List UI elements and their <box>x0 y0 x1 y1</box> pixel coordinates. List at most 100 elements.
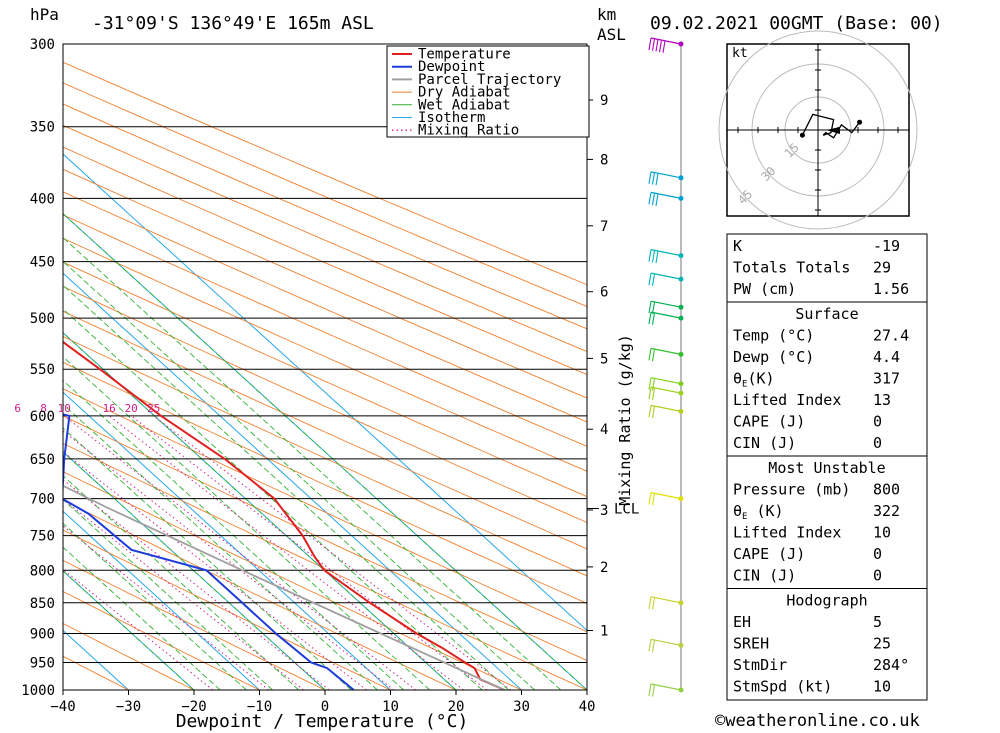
most-unstable-table-row-label: CAPE (J) <box>733 545 805 563</box>
pressure-tick-label: 450 <box>30 255 55 271</box>
wind-barb-flag <box>651 684 656 697</box>
km-tick-label: 9 <box>600 93 608 109</box>
wind-barb-flag <box>655 173 659 186</box>
mixing-ratio-line <box>63 568 214 690</box>
mixing-ratio-line <box>63 479 330 690</box>
wind-barb-flag <box>651 387 656 400</box>
wind-barb-flag <box>651 597 656 610</box>
hodograph-table-row-label: StmSpd (kt) <box>733 678 832 696</box>
wind-barb-flag <box>648 273 652 286</box>
surface-table-row: Dewp (°C) 4.4 <box>733 348 900 366</box>
plot-frame <box>62 43 588 691</box>
most-unstable-table-row-value: 322 <box>873 502 900 520</box>
axis-labels: 1234681016202530035040045050055060065070… <box>14 37 639 715</box>
mixing-ratio-label: 25 <box>147 402 160 415</box>
wind-barb-flag <box>648 171 652 184</box>
wind-barb <box>648 37 684 53</box>
wind-barb-flag <box>648 683 652 697</box>
hodograph-table-row: EH 5 <box>733 613 882 631</box>
dry-adiabat-line <box>63 285 587 523</box>
hodograph-table-box <box>726 588 928 701</box>
indices-table-row-value: 29 <box>873 259 891 277</box>
legend-box <box>386 45 590 138</box>
legend-entry: Temperature <box>418 47 511 63</box>
indices-table-box <box>726 233 928 303</box>
wind-barb-flag <box>651 38 656 51</box>
hodograph-table-row-value: 10 <box>873 678 891 696</box>
dry-adiabat-line <box>63 61 587 286</box>
surface-table-row-label: CAPE (J) <box>733 413 805 431</box>
surface-table-row-label: θE(K) <box>733 370 775 390</box>
dry-adiabat-line <box>63 310 587 550</box>
wind-barb-staff <box>650 300 682 308</box>
hodograph-table-row-label: EH <box>733 613 751 631</box>
pressure-tick-label: 500 <box>30 311 55 327</box>
wind-barb <box>648 596 684 610</box>
wind-barb-flag <box>648 492 652 505</box>
legend-entry: Dry Adiabat <box>418 85 511 101</box>
mixing-ratio-line <box>108 415 464 690</box>
wet-adiabat-line <box>63 570 195 690</box>
most-unstable-table-row-label: Lifted Index <box>733 524 841 542</box>
surface-table-row: CIN (J) 0 <box>733 434 882 452</box>
temperature-line <box>63 340 505 690</box>
surface-table-row-label: Dewp (°C) <box>733 348 814 366</box>
surface-table-row: Lifted Index 13 <box>733 391 891 409</box>
hodograph-table-row-label: SREH <box>733 635 769 653</box>
most-unstable-table-row-label: θE (K) <box>733 502 784 522</box>
km-unit: km <box>597 5 616 24</box>
km-tick-label: 6 <box>600 285 608 301</box>
most-unstable-table-row: θE (K) 322 <box>733 502 900 522</box>
wind-barb-flag <box>648 639 652 652</box>
asl-unit: ASL <box>597 25 626 44</box>
wind-barb <box>648 272 684 286</box>
indices-table-row-label: PW (cm) <box>733 280 796 298</box>
hodograph-table-row: StmDir 284° <box>733 656 909 674</box>
isotherm-line <box>63 391 391 690</box>
most-unstable-table-row: CAPE (J) 0 <box>733 545 882 563</box>
wind-barb-flag <box>651 250 656 263</box>
legend-entry: Mixing Ratio <box>418 123 519 139</box>
wet-adiabat-line <box>63 498 273 690</box>
mixing-ratio-line <box>63 525 270 690</box>
wind-barb-flag <box>648 249 652 262</box>
most-unstable-table-row-value: 800 <box>873 481 900 499</box>
pressure-tick-label: 900 <box>30 627 55 643</box>
surface-table-row-value: 27.4 <box>873 327 909 345</box>
hodograph-ring <box>718 30 918 230</box>
mixing-ratio-axis-label: Mixing Ratio (g/kg) <box>616 334 634 506</box>
most-unstable-table-row: Lifted Index 10 <box>733 524 891 542</box>
wind-barb <box>648 404 684 419</box>
dry-adiabat-line <box>63 388 587 633</box>
most-unstable-table-title: Most Unstable <box>768 459 885 477</box>
wind-barb-staff <box>650 37 682 45</box>
dry-adiabat-line <box>63 124 587 353</box>
pressure-unit: hPa <box>30 5 59 24</box>
x-tick-label: 20 <box>448 699 465 715</box>
hodograph-table-row-value: 25 <box>873 635 891 653</box>
wind-barb-flag <box>648 405 652 418</box>
pressure-tick-label: 750 <box>30 529 55 545</box>
surface-table-row-value: 4.4 <box>873 348 900 366</box>
x-tick-label: −20 <box>181 699 206 715</box>
parcel-trajectory-line <box>63 484 505 690</box>
mixing-ratio-line <box>153 415 512 690</box>
pressure-tick-label: 300 <box>30 37 55 53</box>
wind-barb <box>648 191 684 206</box>
wind-barb-flag <box>651 312 656 325</box>
dry-adiabat-line <box>63 261 587 498</box>
mixing-ratio-label: 10 <box>58 402 71 415</box>
stability-tables: K -19 Totals Totals 29 PW (cm) 1.56 Surface Tem… <box>726 233 928 701</box>
dewpoint-line <box>63 413 355 690</box>
copyright-credit: ©weatheronline.co.uk <box>715 711 920 731</box>
indices-table-row-value: -19 <box>873 237 900 255</box>
x-tick-label: 40 <box>579 699 596 715</box>
date-title: 09.02.2021 00GMT (Base: 00) <box>650 13 943 34</box>
pressure-tick-label: 400 <box>30 191 55 207</box>
wind-barb-staff <box>650 596 682 604</box>
dry-adiabat-line <box>63 237 587 472</box>
most-unstable-table-row-value: 0 <box>873 545 882 563</box>
hodograph-table-row-value: 5 <box>873 613 882 631</box>
mixing-ratio-label: 8 <box>40 402 47 415</box>
hodograph-start-dot <box>799 132 805 138</box>
